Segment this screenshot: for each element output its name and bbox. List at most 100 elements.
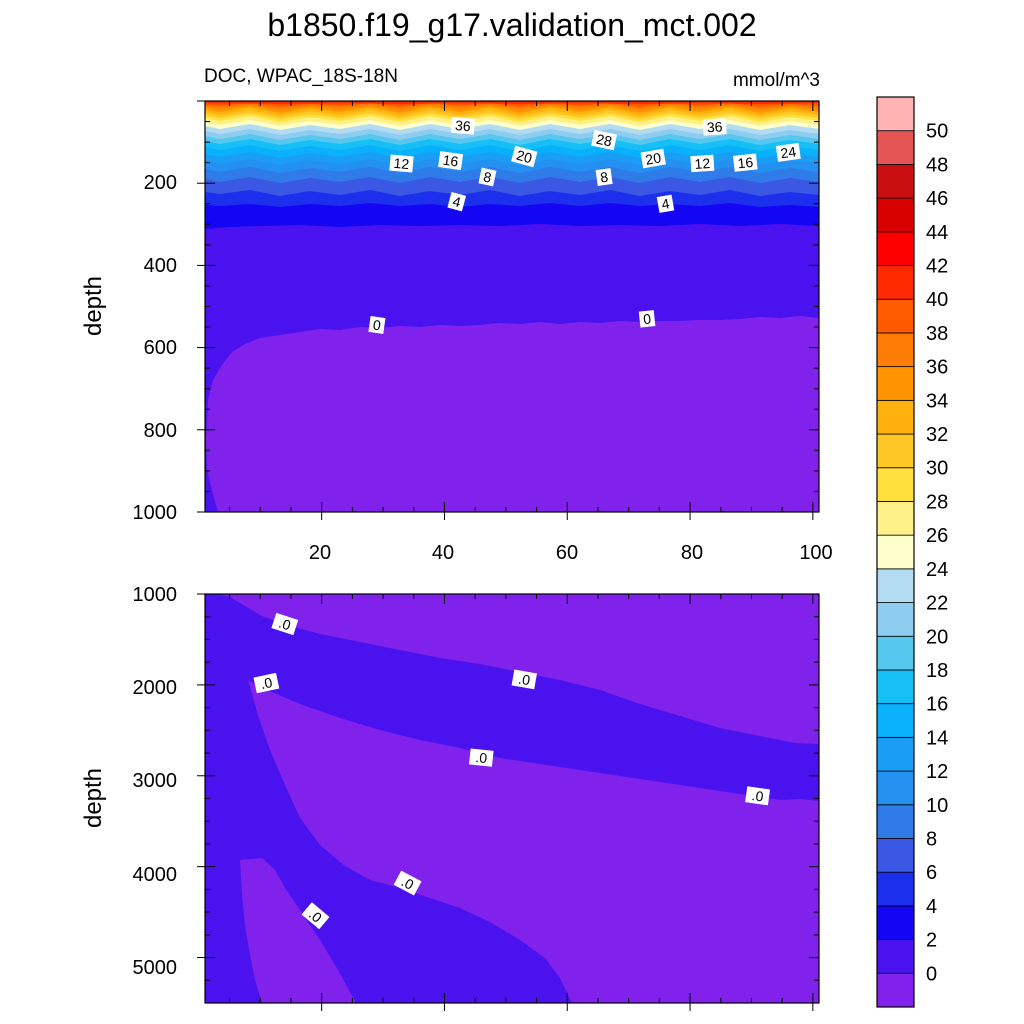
colorbar-label: 30 (926, 458, 948, 480)
contour-label: 8 (478, 167, 497, 187)
contour-label-box (469, 748, 494, 767)
contour-label: 12 (389, 154, 414, 173)
colorbar-swatch (876, 130, 915, 165)
contour-label-box (591, 129, 618, 151)
colorbar-label: 36 (926, 357, 948, 379)
colorbar-label: 50 (926, 121, 948, 143)
contour-label: 24 (775, 142, 801, 162)
lower-region-bottom (240, 858, 356, 1003)
upper-subtitle-right: mmol/m^3 (733, 70, 820, 91)
contour-label: .0 (511, 669, 537, 690)
lower-panel: .0.0.0.0.0.0.0 1000 2000 3000 4000 5000 … (80, 584, 820, 1011)
upper-x-tick-label: 40 (432, 542, 454, 564)
colorbar-swatch (876, 602, 915, 637)
upper-contour-labels: 36 36 28 24 20 20 16 16 12 12 8 8 4 4 0 0 (368, 116, 801, 334)
colorbar-label: 40 (926, 289, 948, 311)
contour-label-text: .0 (259, 674, 274, 692)
colorbar-swatch (876, 231, 915, 266)
lower-region-upper (205, 594, 819, 744)
contour-label-box (301, 902, 330, 930)
lower-y-tick-label: 2000 (133, 677, 178, 699)
lower-y-ticks (197, 593, 819, 1004)
contour-label-text: 8 (482, 168, 493, 185)
contour-label-text: .0 (475, 749, 488, 766)
upper-panel: DOC, WPAC_18S-18N mmol/m^3 (80, 66, 833, 564)
contour-label: 20 (511, 145, 538, 168)
upper-y-tick-label: 1000 (133, 502, 178, 524)
colorbar-swatch (876, 939, 915, 974)
contour-label: 0 (368, 316, 386, 334)
contour-label: .0 (301, 902, 330, 930)
contour-label-box (702, 118, 727, 136)
colorbar: 0246810121416182022242628303234363840424… (876, 96, 948, 1008)
contour-label-box (640, 148, 666, 169)
contour-label-box (253, 672, 280, 694)
figure-title: b1850.f19_g17.validation_mct.002 (267, 7, 756, 43)
colorbar-label: 2 (926, 930, 937, 952)
lower-contour-fill (205, 594, 819, 1003)
colorbar-swatch (876, 96, 915, 132)
lower-y-tick-label: 3000 (133, 770, 178, 792)
colorbar-label: 4 (926, 896, 937, 918)
colorbar-label: 14 (926, 727, 948, 749)
upper-x-tick-label: 20 (309, 542, 331, 564)
upper-contour-fill (205, 101, 819, 512)
contour-label: 36 (450, 116, 476, 135)
colorbar-swatch (876, 568, 915, 603)
colorbar-swatch (876, 265, 915, 300)
contour-label-box (438, 151, 464, 171)
contour-label-box (638, 310, 656, 328)
colorbar-swatch (876, 501, 915, 536)
colorbar-label: 20 (926, 626, 948, 648)
colorbar-label: 32 (926, 424, 948, 446)
contour-label-text: 16 (737, 154, 754, 172)
upper-y-tick-label: 600 (144, 337, 177, 359)
contour-label-box (511, 669, 537, 690)
contour-label-text: 8 (599, 169, 609, 186)
contour-label: .0 (253, 672, 280, 694)
contour-label-text: 20 (515, 147, 534, 167)
contour-label-text: 12 (393, 155, 410, 172)
upper-x-tick-label: 80 (681, 542, 703, 564)
contour-label-text: 0 (642, 310, 652, 327)
contour-label: 12 (690, 154, 715, 173)
upper-band-40-42 (205, 101, 819, 104)
contour-label: 16 (733, 153, 758, 172)
contour-label-text: 28 (595, 131, 614, 150)
colorbar-swatch (876, 838, 915, 873)
colorbar-swatch (876, 736, 915, 772)
colorbar-swatch (876, 669, 915, 705)
contour-label-box (775, 142, 801, 162)
upper-y-tick-label: 200 (144, 172, 177, 194)
colorbar-label: 10 (926, 795, 948, 817)
colorbar-frame (876, 96, 915, 1008)
contour-label: .0 (271, 612, 299, 636)
lower-y-tick-label: 5000 (133, 957, 178, 979)
upper-y-ticks (197, 100, 819, 513)
colorbar-label: 46 (926, 188, 948, 210)
contour-label-box (690, 154, 715, 173)
colorbar-swatch (876, 298, 915, 334)
contour-label-box (733, 153, 758, 172)
colorbar-swatch (876, 804, 915, 839)
colorbar-swatch (876, 197, 915, 233)
contour-label-text: 0 (372, 317, 382, 334)
contour-label-text: 20 (644, 149, 662, 167)
contour-label: .0 (469, 748, 494, 767)
contour-label-text: .0 (517, 671, 531, 689)
colorbar-swatch (876, 534, 915, 570)
contour-label-box (745, 786, 771, 806)
contour-label: 0 (638, 310, 656, 328)
colorbar-label: 6 (926, 862, 937, 884)
contour-label-text: 36 (706, 118, 723, 135)
colorbar-label: 26 (926, 525, 948, 547)
upper-y-tick-label: 400 (144, 255, 177, 277)
contour-label-box (656, 194, 675, 213)
colorbar-label: 48 (926, 154, 948, 176)
lower-x-ticks (229, 594, 814, 1011)
contour-label-box (478, 167, 497, 187)
colorbar-swatch (876, 703, 915, 738)
contour-label-box (393, 870, 422, 896)
colorbar-label: 28 (926, 491, 948, 513)
colorbar-label: 18 (926, 660, 948, 682)
